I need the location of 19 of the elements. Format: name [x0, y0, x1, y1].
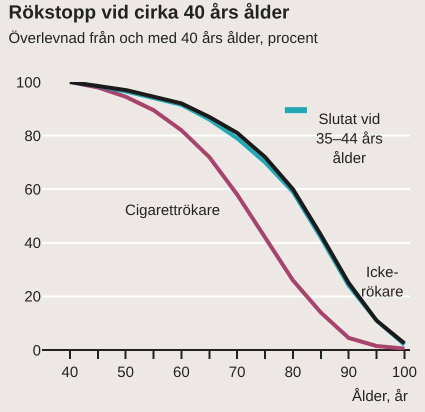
series-label: Icke-rökare: [361, 264, 404, 300]
x-axis-title: Ålder, år: [352, 387, 408, 405]
series-label: Cigarettrökare: [125, 202, 220, 219]
x-tick-label: 80: [284, 364, 302, 381]
chart-subtitle: Överlevnad från och med 40 års ålder, procent: [8, 30, 319, 48]
x-tick-label: 60: [173, 364, 190, 381]
text: Slutat vid 35–44 års ålder: [316, 111, 383, 167]
chart-title: Rökstopp vid cirka 40 års ålder: [8, 2, 290, 24]
x-tick-label: 90: [340, 364, 358, 381]
x-tick-label: 70: [228, 364, 246, 381]
x-tick-label: 40: [62, 364, 78, 381]
y-tick-label: 40: [24, 235, 41, 252]
y-tick-label: 80: [24, 128, 41, 145]
y-tick-label: 0: [32, 342, 41, 360]
y-tick-label: 100: [16, 74, 41, 92]
x-tick-label: 50: [117, 364, 134, 381]
y-tick-label: 60: [24, 181, 41, 198]
x-tick-label: 100: [392, 364, 417, 381]
y-tick-label: 20: [24, 288, 41, 306]
